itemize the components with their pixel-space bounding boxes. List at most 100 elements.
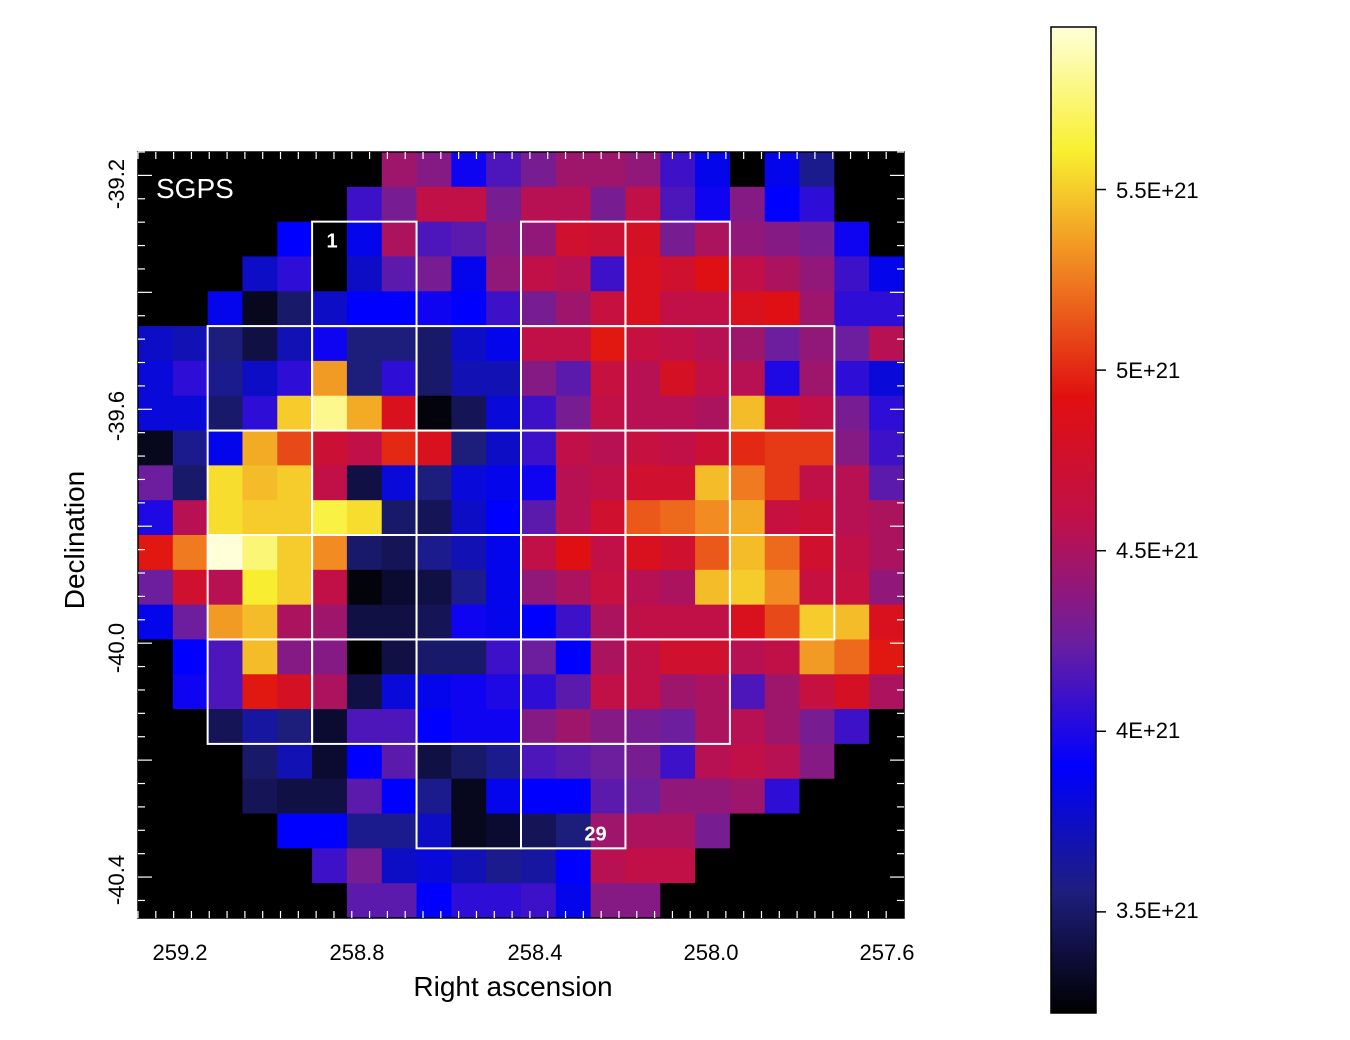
heatmap-cell	[695, 535, 731, 571]
heatmap-cell	[242, 813, 278, 849]
heatmap-cell	[416, 674, 452, 710]
heatmap-cell	[416, 326, 452, 362]
heatmap-cell	[799, 604, 835, 640]
heatmap-cell	[416, 395, 452, 431]
colorbar-tick-labels: 5.5E+21 5E+21 4.5E+21 4E+21 3.5E+21	[1116, 178, 1199, 923]
heatmap-cell	[555, 186, 592, 223]
heatmap-cell	[660, 535, 696, 571]
heatmap-cell	[695, 360, 731, 397]
heatmap-cell	[207, 500, 243, 536]
heatmap-cell	[277, 639, 313, 675]
heatmap-cell	[799, 883, 835, 919]
heatmap-cell	[695, 778, 731, 814]
heatmap-cell	[799, 569, 835, 606]
heatmap-cell	[416, 186, 452, 223]
plot-frame	[137, 151, 905, 919]
y-tick-label: -39.2	[104, 159, 129, 209]
heatmap-cell	[381, 430, 417, 466]
heatmap-cell	[381, 639, 417, 675]
heatmap-cell	[242, 500, 278, 536]
heatmap-cell	[172, 813, 209, 849]
heatmap-cell	[590, 674, 626, 710]
heatmap-cell	[625, 535, 661, 571]
heatmap-cell	[729, 500, 766, 536]
heatmap-cell	[138, 639, 174, 675]
heatmap-cell	[834, 743, 870, 780]
heatmap-cell	[799, 360, 835, 397]
heatmap-cell	[346, 639, 383, 675]
heatmap-cell	[207, 848, 243, 884]
heatmap-cell	[869, 709, 905, 745]
heatmap-cell	[799, 186, 835, 223]
plot-ticks	[137, 151, 904, 918]
heatmap-cell	[172, 256, 209, 292]
heatmap-cell	[555, 639, 592, 675]
heatmap-cell	[521, 604, 557, 640]
heatmap-cell	[451, 569, 487, 606]
heatmap-cell	[555, 326, 592, 362]
heatmap-cell	[695, 883, 731, 919]
heatmap-cell	[312, 778, 348, 814]
heatmap-cell	[207, 743, 243, 780]
heatmap-cell	[346, 430, 383, 466]
heatmap-cell	[138, 813, 174, 849]
heatmap-cell	[242, 430, 278, 466]
heatmap-cell	[451, 360, 487, 397]
heatmap-cell	[625, 743, 661, 780]
heatmap-cell	[486, 221, 522, 257]
heatmap-cell	[138, 465, 174, 501]
heatmap-cell	[521, 778, 557, 814]
heatmap-cell	[172, 395, 209, 431]
heatmap-cell	[242, 465, 278, 501]
heatmap-cell	[277, 256, 313, 292]
heatmap-cell	[172, 639, 209, 675]
heatmap-cell	[416, 221, 452, 257]
heatmap-cell	[416, 813, 452, 849]
heatmap-cell	[312, 535, 348, 571]
heatmap-cell	[346, 465, 383, 501]
heatmap-cell	[764, 326, 800, 362]
heatmap-cell	[416, 569, 452, 606]
colorbar-ticks	[1096, 188, 1106, 913]
heatmap-cell	[381, 186, 417, 223]
heatmap-cell	[729, 395, 766, 431]
heatmap-cell	[277, 500, 313, 536]
heatmap-cell	[590, 360, 626, 397]
heatmap-cell	[172, 674, 209, 710]
heatmap-cell	[590, 465, 626, 501]
heatmap-cell	[486, 778, 522, 814]
heatmap-cell	[729, 709, 766, 745]
heatmap-cell	[172, 883, 209, 919]
heatmap-cell	[869, 186, 905, 223]
heatmap-cell	[451, 500, 487, 536]
heatmap-cell	[521, 430, 557, 466]
heatmap-cell	[138, 430, 174, 466]
region-box	[728, 534, 836, 641]
heatmap-cell	[799, 221, 835, 257]
heatmap-cell	[346, 743, 383, 780]
heatmap-cell	[660, 500, 696, 536]
heatmap-cell	[172, 221, 209, 257]
heatmap-cell	[486, 430, 522, 466]
heatmap-cell	[242, 883, 278, 919]
heatmap-cell	[799, 813, 835, 849]
heatmap-cell	[312, 326, 348, 362]
heatmap-cell	[590, 326, 626, 362]
heatmap-cell	[207, 709, 243, 745]
heatmap-cell	[660, 360, 696, 397]
heatmap-cell	[172, 569, 209, 606]
heatmap-cell	[172, 360, 209, 397]
heatmap-cell	[138, 709, 174, 745]
heatmap-cell	[764, 465, 800, 501]
heatmap-cell	[799, 152, 835, 188]
heatmap-cell	[486, 709, 522, 745]
heatmap-cell	[381, 465, 417, 501]
heatmap-cell	[416, 430, 452, 466]
heatmap-cell	[486, 535, 522, 571]
heatmap-cell	[207, 465, 243, 501]
heatmap-cell	[625, 256, 661, 292]
heatmap-cell	[625, 709, 661, 745]
heatmap-cell	[521, 674, 557, 710]
heatmap-cell	[555, 395, 592, 431]
